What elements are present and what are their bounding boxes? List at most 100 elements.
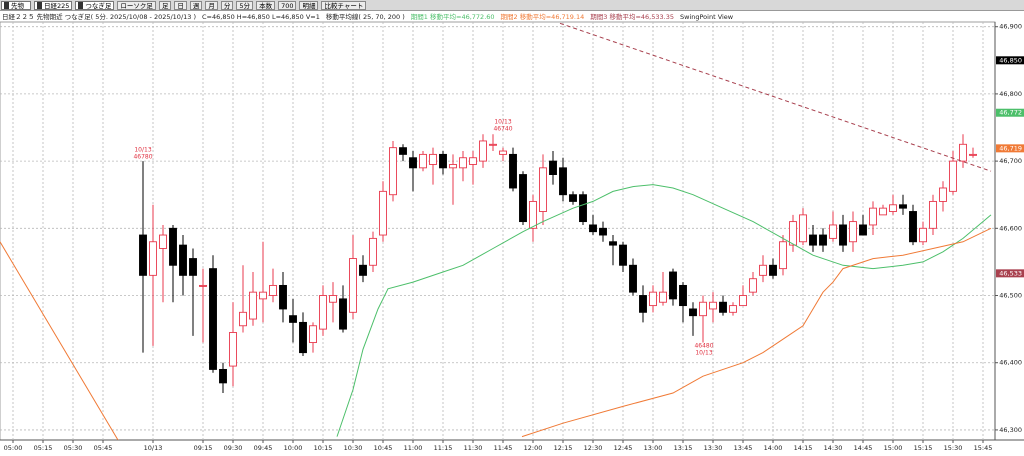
candle-body (259, 291, 267, 300)
y-tick-label: 46,600 (999, 224, 1022, 232)
candle-body (159, 234, 167, 249)
toolbar-select[interactable]: 日経225 (34, 0, 73, 10)
ohlcv-info: C=46,850 H=46,850 L=46,850 V=1 (202, 13, 320, 21)
legend-entry: 期間1 移動平均=46,772.60 (410, 13, 495, 21)
candle-body (919, 227, 927, 243)
price-marker (996, 144, 1024, 153)
toolbar-button[interactable]: 5分 (236, 0, 254, 10)
candle-body (929, 200, 937, 229)
toolbar-button[interactable]: 週 (189, 0, 203, 10)
candle-body (619, 244, 627, 266)
candle-body (299, 321, 307, 354)
ma-line (559, 22, 992, 172)
candle-body (369, 237, 377, 266)
candle-body (859, 224, 867, 236)
candle-body (479, 140, 487, 162)
candle-body (759, 264, 767, 276)
candle-body (629, 264, 637, 293)
candle-body (829, 224, 837, 239)
toolbar-button[interactable]: 700 (278, 0, 297, 10)
toolbar-select[interactable]: つなぎ足 (75, 0, 115, 10)
candle-body (529, 200, 537, 229)
candle-body (409, 157, 417, 169)
y-tick-label: 46,800 (999, 90, 1022, 98)
candle-body (249, 291, 257, 320)
price-marker-label: 46,850 (999, 56, 1022, 64)
y-tick-label: 46,700 (999, 157, 1022, 165)
candle-body (849, 221, 857, 243)
candle-body (139, 234, 147, 276)
candle-body (609, 241, 617, 246)
toolbar-button[interactable]: 明細 (299, 0, 319, 10)
y-tick-label: 46,300 (999, 426, 1022, 434)
x-tick-label: 15:45 (974, 444, 993, 452)
candle-body (659, 291, 667, 303)
x-tick-label: 05:15 (34, 444, 53, 452)
toolbar: 先物 日経225 つなぎ足 ローソク足足日週月分 5分 本数 700 明細 比較チャート (0, 0, 1024, 11)
candle-body (779, 241, 787, 270)
candle-body (569, 194, 577, 202)
candle-body (339, 298, 347, 330)
candle-body (589, 224, 597, 233)
candle-body (749, 278, 757, 293)
candle-body (719, 301, 727, 313)
candle-body (219, 368, 227, 384)
x-tick-label: 05:00 (4, 444, 23, 452)
x-tick-label: 13:45 (734, 444, 753, 452)
view-info: SwingPoint View (680, 13, 734, 21)
annotation: 46740 (493, 126, 512, 133)
y-tick-label: 46,900 (999, 23, 1022, 31)
toolbar-select[interactable]: 先物 (1, 0, 31, 10)
x-tick-label: 14:45 (854, 444, 873, 452)
x-tick-label: 12:45 (614, 444, 633, 452)
price-marker-label: 46,533 (999, 269, 1022, 277)
candle-body (729, 305, 737, 313)
toolbar-button[interactable]: ローソク足 (117, 0, 156, 10)
price-marker (996, 108, 1024, 117)
candle-body (359, 264, 367, 276)
candle-body (789, 221, 797, 246)
candle-body (489, 143, 497, 146)
x-tick-label: 10:30 (344, 444, 363, 452)
info-line: 日経２２５ 先物期近 つなぎ足( 5分. 2025/10/08 - 2025/1… (0, 12, 997, 22)
x-tick-label: 15:30 (944, 444, 963, 452)
price-marker (996, 269, 1024, 278)
annotation: 10/13 (494, 119, 511, 126)
toolbar-button[interactable]: 日 (174, 0, 187, 10)
candle-body (279, 284, 287, 310)
plot-layer (0, 22, 992, 440)
candle-body (879, 207, 887, 216)
candle-body (319, 295, 327, 330)
toolbar-button[interactable]: 分 (220, 0, 234, 10)
candle-body (549, 160, 557, 175)
x-tick-label: 15:00 (884, 444, 903, 452)
candle-body (469, 157, 477, 165)
x-tick-label: 11:00 (404, 444, 423, 452)
candle-body (539, 167, 547, 212)
symbol-info: 日経２２５ 先物期近 つなぎ足( 5分. 2025/10/08 - 2025/1… (2, 13, 197, 21)
x-tick-label: 10:00 (284, 444, 303, 452)
toolbar-button[interactable]: 足 (158, 0, 172, 10)
toolbar-button[interactable]: 本数 (256, 0, 276, 10)
annotation: 46780 (133, 154, 152, 161)
candle-body (769, 264, 777, 276)
candle-body (939, 187, 947, 202)
candle-body (689, 308, 697, 317)
candle-body (959, 143, 967, 162)
candle-body (179, 244, 187, 276)
toolbar-button[interactable]: 月 (205, 0, 218, 10)
candle-body (329, 295, 337, 303)
candle-body (399, 147, 407, 155)
y-tick-label: 46,500 (999, 292, 1022, 300)
legend-entry: 期間3 移動平均=46,533.35 (590, 13, 674, 21)
x-tick-label: 10:45 (374, 444, 393, 452)
candle-body (839, 224, 847, 246)
candle-body (819, 234, 827, 246)
candle-body (899, 204, 907, 209)
x-tick-label: 05:30 (64, 444, 83, 452)
candle-body (709, 301, 717, 310)
toolbar-button[interactable]: 比較チャート (321, 0, 367, 10)
x-tick-label: 15:15 (914, 444, 933, 452)
